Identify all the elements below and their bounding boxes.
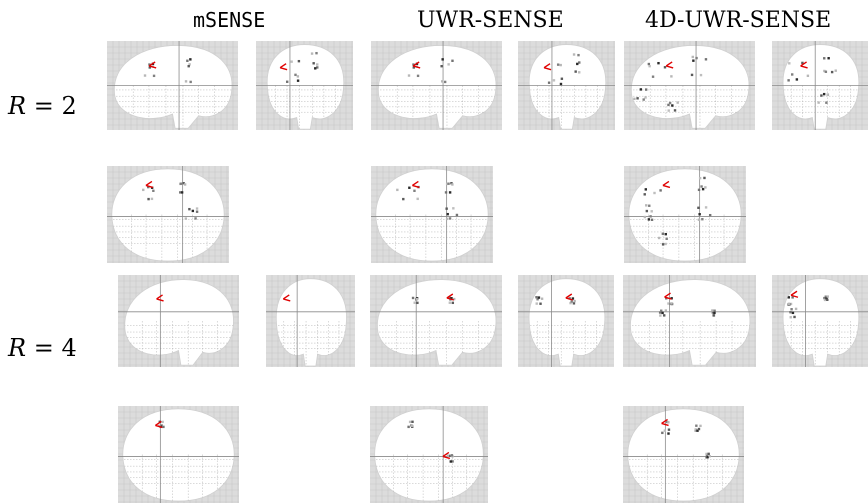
r2-uwr-sagittal	[371, 41, 502, 130]
row-label-r2: R = 2	[8, 92, 77, 120]
r4-4d-coronal	[772, 275, 868, 367]
r4-4d-sagittal	[623, 275, 756, 367]
r2-uwr-axial	[371, 166, 493, 263]
r4-uwr-sagittal	[370, 275, 502, 367]
r2-msense-sagittal	[107, 41, 238, 130]
column-title-uwr-sense: UWR-SENSE	[417, 8, 564, 33]
r2-4d-sagittal	[624, 41, 755, 130]
r2-msense-axial	[107, 166, 229, 263]
column-title-msense: mSENSE	[193, 8, 266, 32]
column-title-4d-uwr-sense: 4D-UWR-SENSE	[645, 8, 832, 33]
r4-4d-axial	[623, 406, 744, 503]
r4-uwr-coronal	[518, 275, 614, 367]
r2-uwr-coronal	[518, 41, 615, 130]
r2-4d-coronal	[772, 41, 868, 130]
r4-msense-coronal	[266, 275, 355, 367]
r4-msense-sagittal	[118, 275, 239, 367]
r2-4d-axial	[624, 166, 746, 263]
r2-msense-coronal	[256, 41, 353, 130]
r4-msense-axial	[118, 406, 239, 503]
row-label-r4: R = 4	[8, 334, 77, 362]
r4-uwr-axial	[370, 406, 488, 503]
